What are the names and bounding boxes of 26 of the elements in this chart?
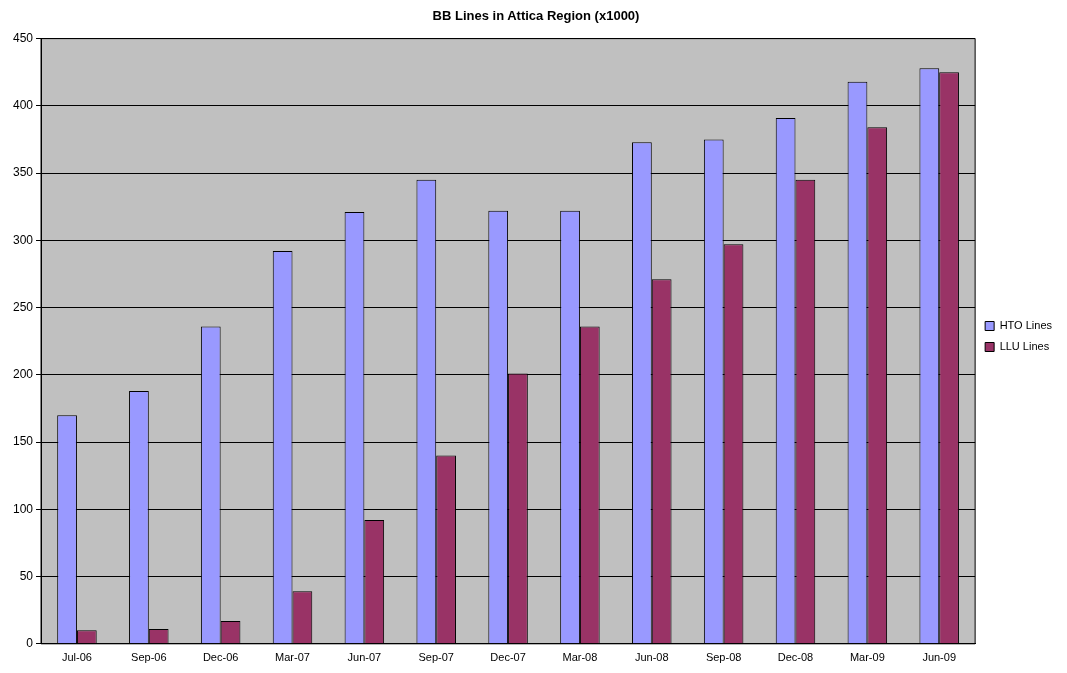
legend-label: LLU Lines	[999, 340, 1050, 353]
y-tick-label: 300	[12, 232, 34, 247]
x-tick-label: Sep-07	[418, 651, 454, 664]
x-tick-label: Jun-08	[634, 651, 669, 664]
legend-label: HTO Lines	[999, 319, 1053, 332]
y-tick-label: 450	[12, 30, 34, 45]
x-tick-label: Mar-09	[849, 651, 885, 664]
y-tick-label: 250	[12, 299, 34, 314]
x-tick-label: Jun-09	[922, 651, 957, 664]
y-tick-label: 400	[12, 98, 34, 113]
x-tick-label: Dec-08	[777, 651, 814, 664]
y-tick-label: 0	[26, 636, 34, 651]
x-tick-label: Mar-07	[275, 651, 310, 664]
y-tick-label: 50	[19, 568, 34, 583]
y-tick-label: 350	[12, 165, 34, 180]
y-tick-label: 150	[12, 434, 34, 449]
x-tick-label: Dec-06	[202, 651, 239, 664]
x-tick-label: Jun-07	[347, 651, 382, 664]
x-tick-label: Jul-06	[61, 651, 92, 664]
x-tick-label: Dec-07	[490, 651, 526, 664]
x-tick-label: Mar-08	[562, 651, 598, 664]
chart-title: BB Lines in Attica Region (x1000)	[432, 8, 640, 24]
x-tick-label: Sep-08	[705, 651, 742, 664]
y-tick-label: 100	[12, 501, 34, 516]
x-tick-label: Sep-06	[131, 651, 167, 664]
y-tick-label: 200	[12, 367, 34, 382]
